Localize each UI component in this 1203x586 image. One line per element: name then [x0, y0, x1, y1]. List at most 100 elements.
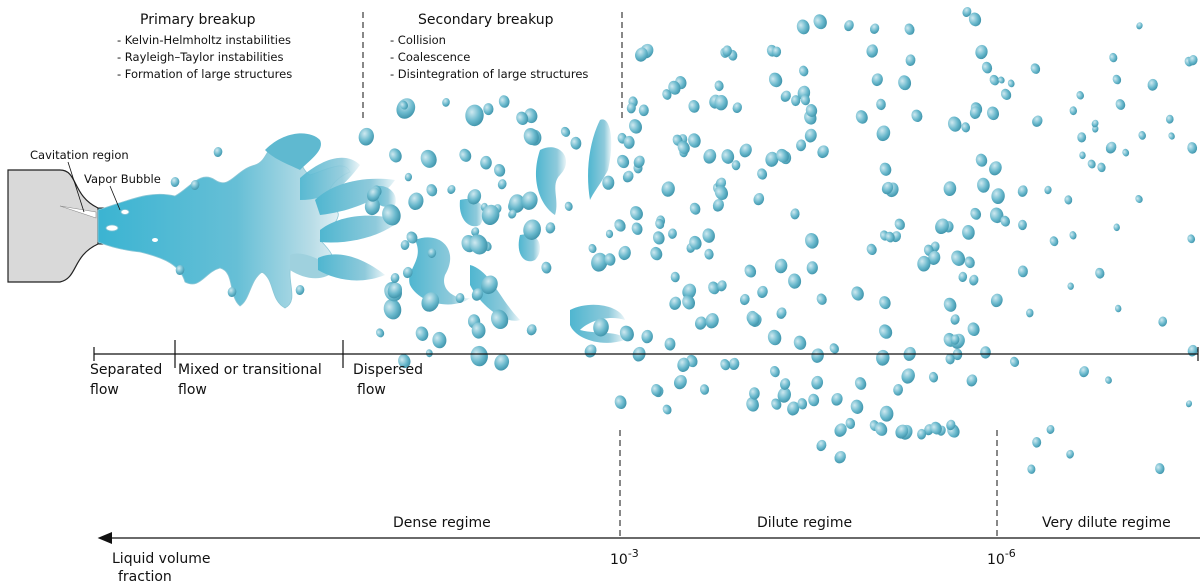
droplet — [471, 227, 480, 237]
droplet — [757, 168, 768, 180]
droplet — [813, 14, 827, 30]
droplet — [1087, 159, 1096, 169]
droplet — [619, 325, 634, 342]
droplet — [447, 185, 456, 194]
droplet — [928, 250, 941, 265]
droplet — [757, 285, 768, 298]
droplet — [1122, 148, 1130, 157]
droplet — [885, 231, 895, 243]
droplet — [793, 335, 807, 350]
droplet — [1077, 132, 1087, 143]
droplet — [1032, 115, 1043, 127]
droplet — [796, 139, 807, 152]
droplet — [376, 328, 385, 338]
droplet — [765, 151, 779, 167]
droplet — [588, 243, 597, 254]
droplet — [593, 318, 609, 337]
droplet — [584, 344, 597, 358]
droplet — [799, 65, 809, 77]
flow-region-labels: Separated flow Mixed or transitional flo… — [90, 362, 423, 398]
droplet — [622, 170, 634, 183]
droplet — [1135, 194, 1143, 204]
droplet — [387, 282, 402, 299]
droplet — [213, 147, 223, 157]
droplet — [987, 106, 999, 121]
droplet — [950, 334, 960, 345]
droplet — [935, 218, 949, 235]
droplet — [962, 7, 972, 17]
droplet — [977, 177, 990, 193]
droplet — [1046, 425, 1055, 434]
droplet — [508, 209, 517, 219]
droplet — [682, 283, 697, 300]
droplet — [427, 248, 437, 258]
droplet — [866, 44, 878, 58]
droplet — [564, 201, 573, 211]
droplet — [866, 243, 877, 256]
droplet — [989, 207, 1004, 224]
droplet — [1185, 400, 1193, 408]
droplet — [744, 264, 757, 278]
droplet — [695, 316, 707, 330]
droplet — [1030, 63, 1041, 74]
droplet — [1069, 106, 1078, 116]
regime-labels: Dense regime Dilute regime Very dilute r… — [393, 515, 1171, 531]
droplet — [834, 423, 847, 437]
droplet — [989, 161, 1002, 176]
droplet — [808, 393, 820, 407]
droplet — [382, 204, 401, 226]
droplet — [689, 235, 702, 250]
secondary-item-3: - Disintegration of large structures — [390, 67, 588, 81]
droplet — [1027, 464, 1036, 474]
droplet — [469, 234, 488, 255]
droplet — [699, 384, 710, 395]
tick-1e-3-exp: -3 — [628, 547, 639, 560]
droplet — [811, 375, 824, 390]
droplet — [1000, 215, 1010, 227]
droplet — [895, 424, 909, 439]
droplet — [871, 73, 883, 87]
droplet — [1187, 142, 1198, 154]
droplet — [958, 271, 968, 282]
droplet — [969, 106, 981, 119]
droplet — [876, 125, 891, 142]
droplet — [804, 128, 817, 143]
droplet — [981, 61, 993, 74]
droplet — [470, 345, 488, 367]
droplet — [653, 231, 665, 245]
droplet — [497, 179, 507, 190]
droplet — [432, 331, 447, 349]
droplet — [898, 75, 912, 91]
fraction-axis-label: Liquid volume — [112, 551, 211, 567]
droplet — [771, 398, 782, 410]
droplet — [1007, 79, 1015, 88]
droplet — [1091, 119, 1099, 128]
droplet — [1000, 88, 1012, 100]
secondary-breakup-title: Secondary breakup — [418, 12, 554, 28]
droplet — [712, 199, 724, 212]
droplet — [879, 405, 894, 422]
droplet — [917, 255, 931, 272]
droplet — [635, 47, 648, 62]
droplet — [682, 295, 696, 310]
droplet — [398, 354, 411, 369]
secondary-breakup-notes: Secondary breakup - Collision - Coalesce… — [390, 12, 588, 81]
droplet — [614, 219, 626, 232]
droplet — [498, 95, 510, 108]
droplet — [749, 387, 760, 400]
droplet — [968, 12, 982, 27]
droplet — [791, 95, 801, 107]
droplet — [772, 46, 782, 58]
droplet — [747, 311, 760, 327]
droplet — [806, 261, 818, 275]
nozzle-annotations: Cavitation region Vapor Bubble — [30, 148, 161, 213]
droplet — [990, 293, 1003, 308]
droplet — [1032, 437, 1042, 448]
droplet — [1079, 366, 1089, 378]
droplet — [753, 192, 765, 206]
droplet — [970, 207, 982, 220]
droplet — [415, 326, 429, 341]
droplet — [989, 74, 1000, 86]
droplet — [746, 397, 759, 412]
droplet — [490, 309, 509, 330]
